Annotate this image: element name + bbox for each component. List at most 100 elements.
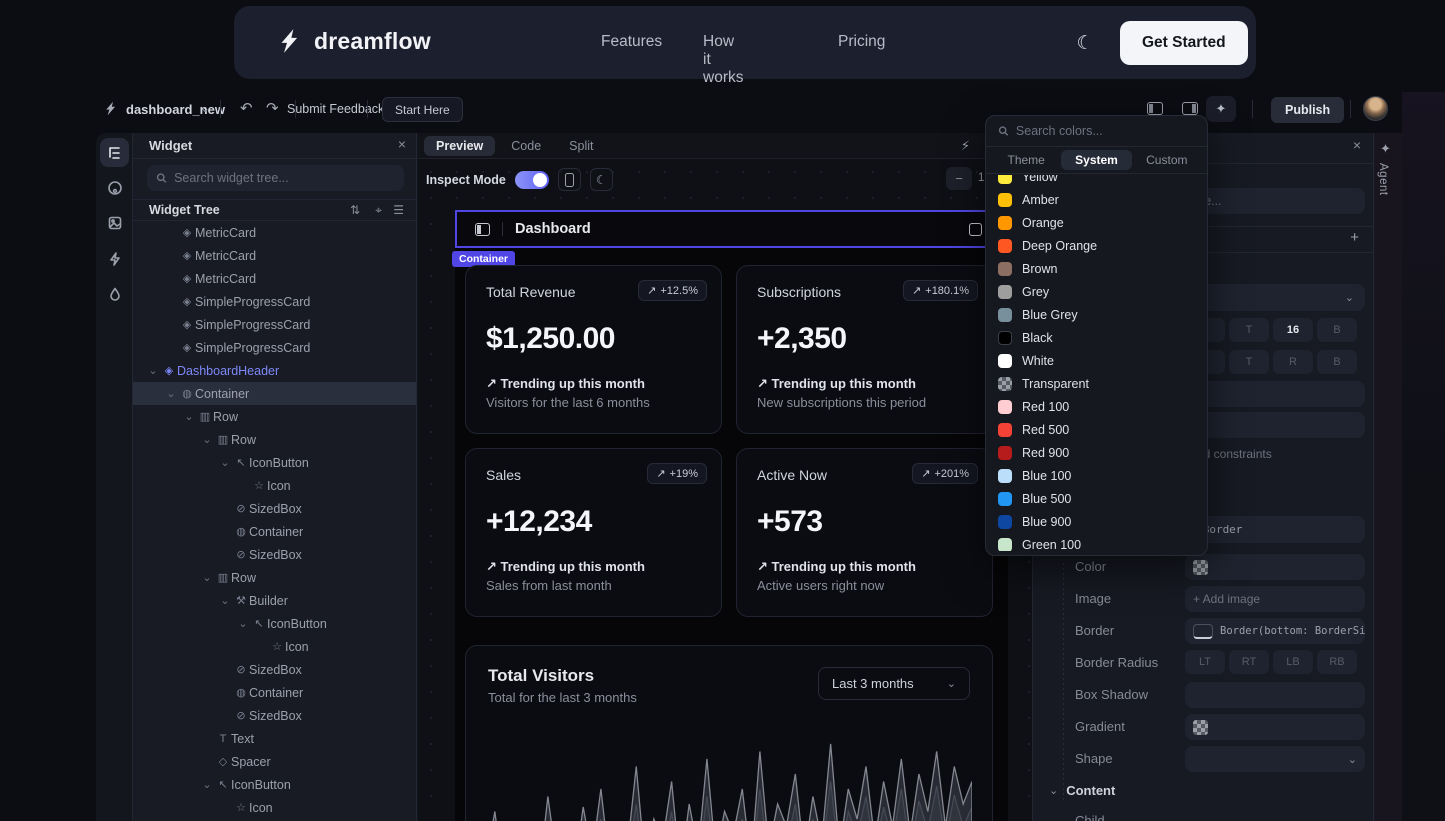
theme-moon-button[interactable]: ☾ (590, 168, 613, 191)
color-option-deep-orange[interactable]: Deep Orange (998, 234, 1195, 257)
widget-search-input[interactable] (174, 171, 395, 185)
metric-card[interactable]: Sales↗+19%+12,234↗ Trending up this mont… (465, 448, 722, 617)
color-option-black[interactable]: Black (998, 326, 1195, 349)
tree-item-icon[interactable]: ☆Icon (133, 796, 416, 819)
radius-cell-lb[interactable]: LB (1273, 650, 1313, 674)
start-here-button[interactable]: Start Here (382, 97, 463, 122)
tree-item-icon[interactable]: ☆Icon (133, 474, 416, 497)
tree-item-icon[interactable]: ☆Icon (133, 635, 416, 658)
radius-cell-rb[interactable]: RB (1317, 650, 1357, 674)
tree-item-sizedbox[interactable]: ⊘SizedBox (133, 704, 416, 727)
side-cell-t[interactable]: T (1229, 350, 1269, 374)
undo-button[interactable]: ↶ (240, 99, 253, 117)
color-option-yellow[interactable]: Yellow (998, 175, 1195, 188)
submit-feedback-button[interactable]: Submit Feedback (287, 102, 384, 116)
color-option-blue-grey[interactable]: Blue Grey (998, 303, 1195, 326)
side-cell-r[interactable]: R (1273, 350, 1313, 374)
metric-card[interactable]: Active Now↗+201%+573↗ Trending up this m… (736, 448, 993, 617)
project-chevron-icon[interactable]: ⌄ (200, 101, 210, 115)
user-avatar[interactable] (1363, 96, 1388, 121)
zoom-out-button[interactable]: − (946, 167, 972, 190)
tree-item-dashboardheader[interactable]: ⌄◈DashboardHeader (133, 359, 416, 382)
side-cell-b[interactable]: B (1317, 350, 1357, 374)
property-field[interactable]: + Add image (1185, 586, 1365, 612)
widget-search[interactable] (147, 165, 404, 191)
project-name[interactable]: dashboard_new (126, 102, 225, 117)
lightning-icon[interactable]: ⚡ (961, 138, 970, 154)
redo-button[interactable]: ↷ (266, 99, 279, 117)
color-option-blue-500[interactable]: Blue 500 (998, 487, 1195, 510)
tree-item-sizedbox[interactable]: ⊘SizedBox (133, 658, 416, 681)
property-field[interactable]: ⌄ (1185, 746, 1365, 772)
chevron-down-icon[interactable]: ⌄ (145, 364, 161, 377)
color-option-red-100[interactable]: Red 100 (998, 395, 1195, 418)
tree-item-container[interactable]: ◍Container (133, 681, 416, 704)
sidebar-toggle-icon[interactable] (475, 223, 490, 236)
right-panel-toggle-icon[interactable] (1182, 102, 1198, 115)
picker-tab-system[interactable]: System (1061, 150, 1131, 170)
theme-rail-button[interactable] (100, 173, 129, 202)
tree-item-spacer[interactable]: ◇Spacer (133, 750, 416, 773)
branding-rail-button[interactable] (100, 279, 129, 308)
tree-item-container[interactable]: ⌄◍Container (133, 382, 416, 405)
property-field[interactable] (1185, 714, 1365, 740)
nav-link-features[interactable]: Features (601, 33, 662, 51)
agent-side-tab[interactable]: ✦ Agent (1373, 133, 1402, 821)
metric-card[interactable]: Total Revenue↗+12.5%$1,250.00↗ Trending … (465, 265, 722, 434)
sort-icon[interactable]: ⇅ (350, 203, 360, 217)
tree-item-row[interactable]: ⌄▥Row (133, 566, 416, 589)
chevron-down-icon[interactable]: ⌄ (199, 433, 215, 446)
color-option-orange[interactable]: Orange (998, 211, 1195, 234)
options-icon[interactable]: ☰ (393, 203, 404, 217)
color-search[interactable] (986, 116, 1207, 147)
tree-item-sizedbox[interactable]: ⊘SizedBox (133, 543, 416, 566)
content-section-header[interactable]: ⌄ Content (1049, 783, 1115, 798)
tree-item-iconbutton[interactable]: ⌄↖IconButton (133, 451, 416, 474)
color-option-blue-100[interactable]: Blue 100 (998, 464, 1195, 487)
tree-item-simpleprogresscard[interactable]: ◈SimpleProgressCard (133, 336, 416, 359)
tree-item-iconbutton[interactable]: ⌄↖IconButton (133, 773, 416, 796)
chevron-down-icon[interactable]: ⌄ (217, 456, 233, 469)
metric-card[interactable]: Subscriptions↗+180.1%+2,350↗ Trending up… (736, 265, 993, 434)
chevron-down-icon[interactable]: ⌄ (199, 571, 215, 584)
header-right-icon[interactable] (969, 223, 982, 236)
tree-item-iconbutton[interactable]: ⌄↖IconButton (133, 612, 416, 635)
chevron-down-icon[interactable]: ⌄ (181, 410, 197, 423)
color-option-white[interactable]: White (998, 349, 1195, 372)
tree-item-builder[interactable]: ⌄⚒Builder (133, 589, 416, 612)
actions-rail-button[interactable] (100, 244, 129, 273)
tree-item-container[interactable]: ◍Container (133, 520, 416, 543)
property-field[interactable]: Border(bottom: BorderSide (1185, 618, 1365, 644)
range-select[interactable]: Last 3 months ⌄ (818, 667, 970, 700)
tab-code[interactable]: Code (499, 136, 553, 156)
tree-item-sizedbox[interactable]: ⊘SizedBox (133, 497, 416, 520)
color-option-red-500[interactable]: Red 500 (998, 418, 1195, 441)
chevron-down-icon[interactable]: ⌄ (199, 778, 215, 791)
ai-sparkle-button[interactable]: ✦ (1206, 96, 1236, 122)
color-option-brown[interactable]: Brown (998, 257, 1195, 280)
left-panel-toggle-icon[interactable] (1147, 102, 1163, 115)
color-option-red-900[interactable]: Red 900 (998, 441, 1195, 464)
property-field[interactable] (1185, 682, 1365, 708)
tree-item-simpleprogresscard[interactable]: ◈SimpleProgressCard (133, 290, 416, 313)
tree-item-row[interactable]: ⌄▥Row (133, 405, 416, 428)
radius-cell-lt[interactable]: LT (1185, 650, 1225, 674)
color-option-amber[interactable]: Amber (998, 188, 1195, 211)
side-cell-t[interactable]: T (1229, 318, 1269, 342)
chevron-down-icon[interactable]: ⌄ (163, 387, 179, 400)
get-started-button[interactable]: Get Started (1120, 21, 1248, 65)
nav-link-how-it-works[interactable]: How it works (703, 33, 743, 87)
color-search-input[interactable] (1016, 124, 1195, 138)
tree-item-metriccard[interactable]: ◈MetricCard (133, 267, 416, 290)
property-field[interactable] (1185, 554, 1365, 580)
tab-preview[interactable]: Preview (424, 136, 495, 156)
chevron-down-icon[interactable]: ⌄ (217, 594, 233, 607)
widget-tree-rail-button[interactable] (100, 138, 129, 167)
side-cell-16[interactable]: 16 (1273, 318, 1313, 342)
picker-tab-theme[interactable]: Theme (991, 150, 1061, 170)
side-cell-b[interactable]: B (1317, 318, 1357, 342)
dark-mode-toggle-icon[interactable]: ☾ (1070, 28, 1100, 58)
selected-dashboard-header[interactable]: Dashboard (455, 210, 1008, 248)
color-option-grey[interactable]: Grey (998, 280, 1195, 303)
inspect-mode-toggle[interactable] (515, 171, 549, 189)
